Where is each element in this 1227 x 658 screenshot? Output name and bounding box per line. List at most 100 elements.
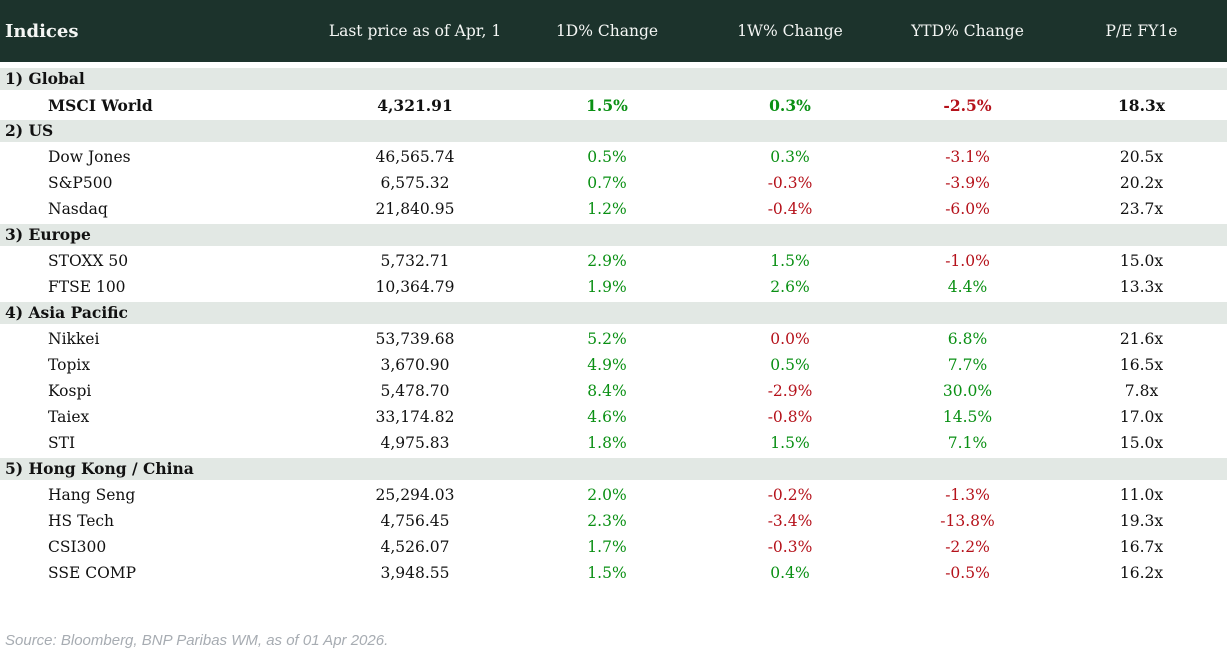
change-1d-cell: 4.6%: [587, 408, 627, 426]
change-1d-cell: 1.5%: [587, 564, 627, 582]
change-1d-cell: 2.9%: [587, 252, 627, 270]
change-1w-cell: -2.9%: [767, 382, 813, 400]
pe-cell: 20.5x: [1119, 148, 1164, 166]
change-ytd-cell: 7.7%: [947, 356, 988, 374]
table-row: Topix 3,670.90 4.9% 0.5% 7.7% 16.5x: [0, 352, 1227, 378]
change-1d-cell: 0.7%: [587, 174, 627, 192]
table-row: Nikkei 53,739.68 5.2% 0.0% 6.8% 21.6x: [0, 326, 1227, 352]
last-price-cell: 4,975.83: [380, 434, 450, 452]
change-1w-cell: 2.6%: [770, 278, 810, 296]
change-1w-cell: -0.8%: [767, 408, 813, 426]
change-1w-cell: 1.5%: [770, 434, 810, 452]
change-1w-cell: 0.4%: [770, 564, 810, 582]
last-price-cell: 4,756.45: [380, 512, 450, 530]
change-ytd-cell: -2.5%: [943, 95, 992, 115]
pe-cell: 7.8x: [1124, 382, 1159, 400]
change-ytd-cell: -0.5%: [945, 564, 990, 582]
change-1w-cell: -0.2%: [767, 486, 813, 504]
indices-table: 1) Global MSCI World 4,321.91 1.5% 0.3% -2.5%…: [0, 66, 1227, 586]
change-1d-cell: 1.2%: [587, 200, 627, 218]
change-1d-cell: 5.2%: [587, 330, 627, 348]
index-name: Nikkei: [48, 330, 100, 348]
table-row: SSE COMP 3,948.55 1.5% 0.4% -0.5% 16.2x: [0, 560, 1227, 586]
last-price-cell: 4,526.07: [380, 538, 450, 556]
change-1d-cell: 1.9%: [587, 278, 627, 296]
change-ytd-cell: -1.3%: [945, 486, 990, 504]
section-row: 5) Hong Kong / China: [0, 456, 1227, 482]
change-1d-cell: 4.9%: [587, 356, 627, 374]
pe-cell: 15.0x: [1119, 434, 1164, 452]
table-row: Dow Jones 46,565.74 0.5% 0.3% -3.1% 20.5x: [0, 144, 1227, 170]
index-name: Kospi: [48, 382, 92, 400]
change-1w-cell: -0.3%: [767, 174, 813, 192]
change-ytd-cell: 14.5%: [942, 408, 993, 426]
section-label: 3) Europe: [5, 225, 91, 244]
last-price-cell: 10,364.79: [375, 278, 455, 296]
column-header-1w-change: 1W% Change: [737, 22, 843, 40]
table-row: STI 4,975.83 1.8% 1.5% 7.1% 15.0x: [0, 430, 1227, 456]
change-ytd-cell: -2.2%: [945, 538, 990, 556]
index-name: S&P500: [48, 174, 113, 192]
index-name: Taiex: [48, 408, 90, 426]
last-price-cell: 5,732.71: [380, 252, 450, 270]
change-ytd-cell: -6.0%: [945, 200, 990, 218]
change-1d-cell: 8.4%: [587, 382, 627, 400]
last-price-cell: 6,575.32: [380, 174, 450, 192]
pe-cell: 16.7x: [1119, 538, 1164, 556]
change-1w-cell: 1.5%: [770, 252, 810, 270]
last-price-cell: 21,840.95: [375, 200, 455, 218]
column-header-last-price: Last price as of Apr, 1: [328, 22, 502, 40]
change-ytd-cell: 4.4%: [947, 278, 988, 296]
change-1d-cell: 2.3%: [587, 512, 627, 530]
last-price-cell: 46,565.74: [375, 148, 455, 166]
last-price-cell: 33,174.82: [375, 408, 455, 426]
change-1w-cell: 0.3%: [770, 148, 810, 166]
pe-cell: 17.0x: [1119, 408, 1164, 426]
section-row: 2) US: [0, 118, 1227, 144]
change-1w-cell: 0.0%: [770, 330, 810, 348]
table-row: Taiex 33,174.82 4.6% -0.8% 14.5% 17.0x: [0, 404, 1227, 430]
change-1d-cell: 1.5%: [586, 95, 628, 115]
change-ytd-cell: 6.8%: [947, 330, 988, 348]
index-name: Topix: [48, 356, 91, 374]
last-price-cell: 25,294.03: [375, 486, 455, 504]
section-label: 1) Global: [5, 69, 85, 88]
table-row: STOXX 50 5,732.71 2.9% 1.5% -1.0% 15.0x: [0, 248, 1227, 274]
section-label: 4) Asia Pacific: [5, 303, 128, 322]
last-price-cell: 3,670.90: [380, 356, 450, 374]
column-header-ytd-change: YTD% Change: [911, 22, 1024, 40]
index-name: CSI300: [48, 538, 107, 556]
pe-cell: 21.6x: [1119, 330, 1164, 348]
pe-cell: 11.0x: [1119, 486, 1164, 504]
section-row: 4) Asia Pacific: [0, 300, 1227, 326]
page-title: Indices: [5, 20, 79, 42]
pe-cell: 20.2x: [1119, 174, 1164, 192]
index-name: STOXX 50: [48, 252, 129, 270]
change-1w-cell: -0.3%: [767, 538, 813, 556]
table-row: S&P500 6,575.32 0.7% -0.3% -3.9% 20.2x: [0, 170, 1227, 196]
change-ytd-cell: -3.1%: [945, 148, 990, 166]
change-1w-cell: -3.4%: [767, 512, 813, 530]
pe-cell: 16.5x: [1119, 356, 1164, 374]
table-row: HS Tech 4,756.45 2.3% -3.4% -13.8% 19.3x: [0, 508, 1227, 534]
change-ytd-cell: 7.1%: [947, 434, 988, 452]
table-row: Hang Seng 25,294.03 2.0% -0.2% -1.3% 11.0x: [0, 482, 1227, 508]
pe-cell: 15.0x: [1119, 252, 1164, 270]
index-name: Nasdaq: [48, 200, 108, 218]
index-name: STI: [48, 434, 76, 452]
change-1d-cell: 2.0%: [587, 486, 627, 504]
pe-cell: 16.2x: [1119, 564, 1164, 582]
pe-cell: 19.3x: [1119, 512, 1164, 530]
index-name: HS Tech: [48, 512, 115, 530]
last-price-cell: 53,739.68: [375, 330, 455, 348]
table-row: FTSE 100 10,364.79 1.9% 2.6% 4.4% 13.3x: [0, 274, 1227, 300]
last-price-cell: 5,478.70: [380, 382, 450, 400]
index-name: Dow Jones: [48, 148, 131, 166]
pe-cell: 18.3x: [1118, 95, 1165, 115]
change-ytd-cell: -13.8%: [940, 512, 995, 530]
index-name: FTSE 100: [48, 278, 126, 296]
index-name: MSCI World: [48, 95, 153, 115]
source-note: Source: Bloomberg, BNP Paribas WM, as of…: [5, 632, 389, 649]
pe-cell: 23.7x: [1119, 200, 1164, 218]
table-row: CSI300 4,526.07 1.7% -0.3% -2.2% 16.7x: [0, 534, 1227, 560]
